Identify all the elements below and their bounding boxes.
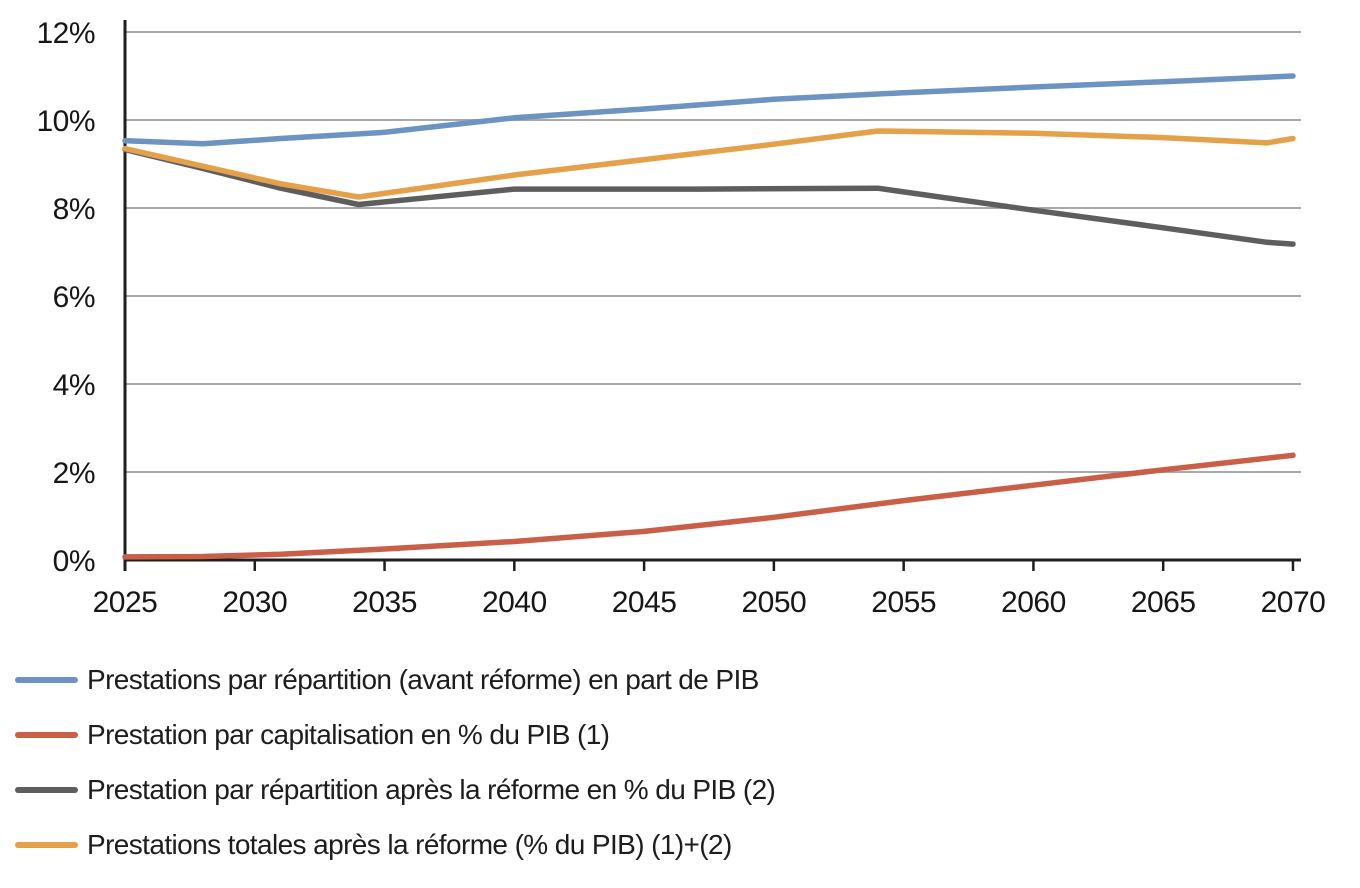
x-tick-label-2035: 2035 (352, 586, 417, 619)
x-tick-label-2065: 2065 (1131, 586, 1196, 619)
legend-item-avant-reforme: Prestations par répartition (avant réfor… (0, 660, 759, 700)
x-tick-label-2060: 2060 (1001, 586, 1066, 619)
legend-line-swatch-red (15, 732, 78, 738)
y-tick-label-2pct: 2% (53, 457, 95, 490)
x-tick-label-2025: 2025 (93, 586, 158, 619)
x-tick-label-2030: 2030 (222, 586, 287, 619)
y-tick-label-10pct: 10% (36, 105, 95, 138)
y-tick-label-6pct: 6% (53, 281, 95, 314)
legend-item-totales-apres: Prestations totales après la réforme (% … (0, 825, 732, 865)
x-tick-label-2040: 2040 (482, 586, 547, 619)
x-tick-label-2045: 2045 (612, 586, 677, 619)
x-tick-label-2070: 2070 (1261, 586, 1326, 619)
legend-line-swatch-orange (15, 842, 78, 848)
series-line-3 (122, 128, 1296, 200)
legend-label: Prestation par capitalisation en % du PI… (87, 719, 610, 750)
y-tick-label-4pct: 4% (53, 369, 95, 402)
series-line-1 (122, 452, 1296, 560)
y-tick-label-8pct: 8% (53, 193, 95, 226)
legend-label: Prestations par répartition (avant réfor… (87, 664, 759, 695)
series-line-0 (122, 73, 1296, 147)
legend-label: Prestation par répartition après la réfo… (87, 774, 776, 805)
x-tick-label-2050: 2050 (742, 586, 807, 619)
legend-item-repartition-apres: Prestation par répartition après la réfo… (0, 770, 776, 810)
y-tick-label-0pct: 0% (53, 545, 95, 578)
legend-label: Prestations totales après la réforme (% … (87, 829, 732, 860)
legend-item-capitalisation: Prestation par capitalisation en % du PI… (0, 715, 610, 755)
legend-line-swatch-gray (15, 787, 78, 793)
chart-plot-area: 0% 2% 4% 6% 8% 10% 12% 2025 2030 2035 2040 2045 2050… (36, 17, 1326, 619)
legend-line-swatch-blue (15, 677, 78, 683)
x-tick-label-2055: 2055 (871, 586, 936, 619)
series-line-2 (122, 146, 1296, 247)
y-tick-label-12pct: 12% (36, 17, 95, 50)
